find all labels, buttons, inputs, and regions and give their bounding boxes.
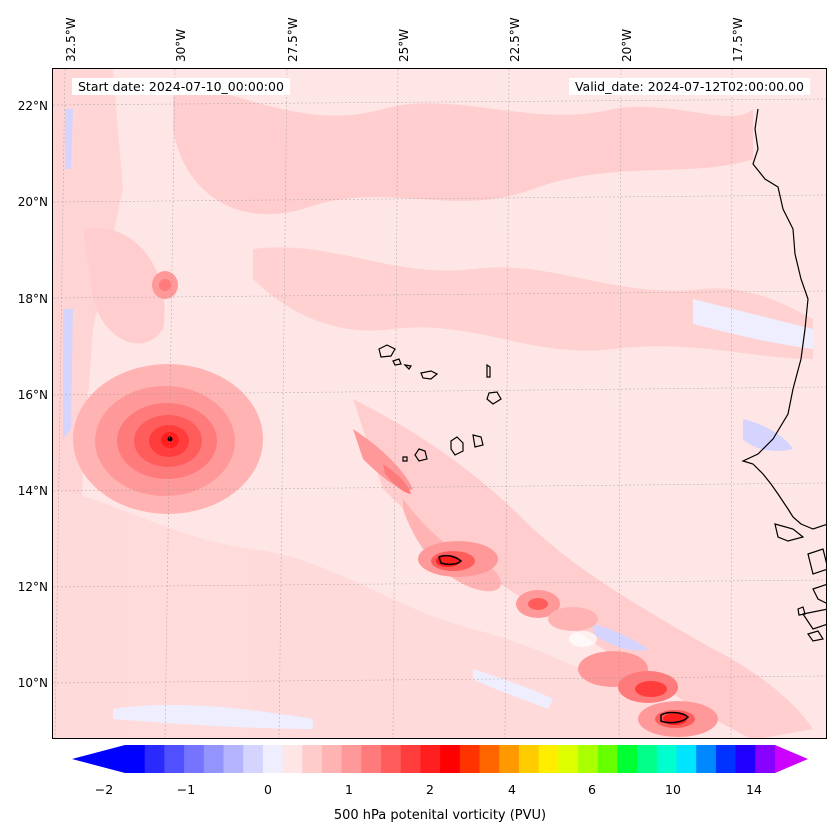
lat-label-18n: 18°N: [17, 292, 48, 306]
cyclone-pv-max: [73, 271, 263, 514]
colorbar-segment: [558, 745, 579, 773]
colorbar-segment: [479, 745, 500, 773]
colorbar-segment: [617, 745, 638, 773]
colorbar-segment: [518, 745, 540, 773]
colorbar-segment: [243, 745, 264, 773]
colorbar-segment: [125, 745, 146, 773]
colorbar-tick-2: 2: [426, 782, 434, 797]
colorbar-segment: [538, 745, 559, 773]
colorbar-segment: [203, 745, 224, 773]
colorbar-segment: [144, 745, 165, 773]
lat-label-22n: 22°N: [17, 99, 48, 113]
graticule: [53, 69, 826, 738]
colorbar-tick-14: 14: [746, 782, 762, 797]
colorbar-tick-0: 0: [264, 782, 272, 797]
colorbar-segment: [341, 745, 362, 773]
lon-label-20w: 20°W: [620, 28, 634, 62]
pv-streak: [353, 429, 718, 737]
lat-label-20n: 20°N: [17, 195, 48, 209]
lat-label-16n: 16°N: [17, 388, 48, 402]
colorbar-segment: [381, 745, 402, 773]
colorbar-segment: [164, 745, 185, 773]
pv-negative-contours: [63, 109, 813, 729]
colorbar-tick-neg2: −2: [94, 782, 114, 797]
colorbar-segment: [400, 745, 421, 773]
colorbar-segment: [715, 745, 737, 773]
colorbar-segment: [637, 745, 658, 773]
lon-label-32-5w: 32.5°W: [64, 17, 78, 62]
lat-label-12n: 12°N: [17, 580, 48, 594]
colorbar-label: 500 hPa potenital vorticity (PVU): [333, 808, 547, 823]
colorbar-segment: [459, 745, 481, 773]
colorbar-segment: [420, 745, 441, 773]
colorbar-segment: [499, 745, 520, 773]
africa-coastline: [741, 108, 826, 642]
colorbar-segment: [282, 745, 303, 773]
lon-label-25w: 25°W: [397, 28, 411, 62]
valid-date-label: Valid_date: 2024-07-12T02:00:00.00: [568, 78, 810, 95]
colorbar-segment: [361, 745, 382, 773]
colorbar-segment: [302, 745, 323, 773]
colorbar-segment: [184, 745, 205, 773]
colorbar-tick-10: 10: [665, 782, 681, 797]
colorbar-max-arrow: [775, 745, 808, 773]
lon-label-27-5w: 27.5°W: [286, 17, 300, 62]
lon-label-22-5w: 22.5°W: [508, 17, 522, 62]
colorbar-segment: [676, 745, 697, 773]
start-date-label: Start date: 2024-07-10_00:00:00: [72, 78, 290, 95]
colorbar-segment: [696, 745, 717, 773]
colorbar-segment: [735, 745, 756, 773]
colorbar-segment: [321, 745, 343, 773]
colorbar-segment: [597, 745, 618, 773]
colorbar-segment: [223, 745, 244, 773]
colorbar-segment: [578, 745, 599, 773]
colorbar-tick-neg1: −1: [176, 782, 196, 797]
lat-label-14n: 14°N: [17, 484, 48, 498]
lon-label-30w: 30°W: [174, 28, 188, 62]
colorbar-min-arrow: [72, 745, 125, 773]
lon-label-17-5w: 17.5°W: [731, 17, 745, 62]
colorbar-tick-6: 6: [588, 782, 596, 797]
colorbar: [72, 745, 808, 773]
cape-verde-islands: [378, 344, 502, 462]
colorbar-segment: [656, 745, 678, 773]
colorbar-segments: [125, 745, 776, 773]
colorbar-segment: [262, 745, 284, 773]
colorbar-segment: [440, 745, 461, 773]
lat-label-10n: 10°N: [17, 676, 48, 690]
map-panel: [52, 68, 827, 739]
colorbar-tick-1: 1: [345, 782, 353, 797]
colorbar-segment: [755, 745, 776, 773]
pv-low-contours: [53, 69, 813, 738]
colorbar-tick-4: 4: [508, 782, 516, 797]
pv-field: [53, 69, 826, 738]
